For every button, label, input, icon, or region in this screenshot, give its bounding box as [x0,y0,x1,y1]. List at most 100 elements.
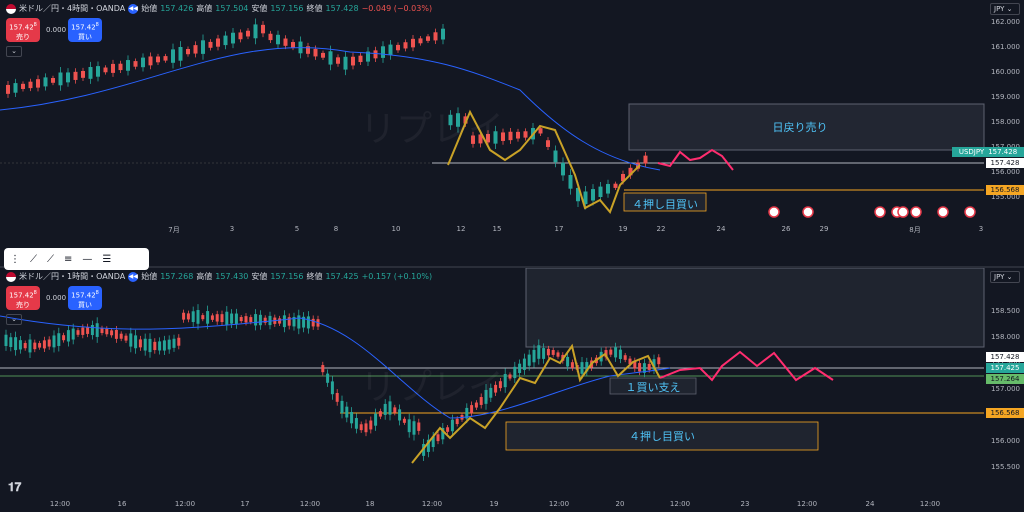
y-tick-label: 158.500 [991,307,1020,315]
candle-body [553,150,558,163]
candle-body [369,420,373,430]
chart-pane-4h[interactable]: リプレイ 米ドル／円・4時間・OANDA ◀◀ 始値 157.426 高値 157.… [0,0,1024,247]
price-tag-current-2: 157.428 [986,352,1024,362]
tradingview-logo: 𝟏𝟕 [8,480,22,494]
trend-line-icon[interactable]: ⟋ [30,253,37,265]
replay-icon[interactable]: ◀◀ [128,271,139,282]
high-label: 高値 [196,4,213,13]
candle-body [66,330,70,342]
candle-body [606,184,610,194]
candle-body [532,349,536,363]
candle-body [412,421,416,435]
x-tick-label: 12 [456,225,466,233]
candle-body [433,32,438,41]
horizontal-line-icon[interactable]: — [82,253,93,265]
candle-body [398,409,402,421]
chart-canvas-4h[interactable] [0,0,1024,247]
candle-body [508,374,512,379]
buy-button[interactable]: 157.428 買い [68,18,102,42]
candle-body [326,373,330,383]
candle-body [450,419,454,432]
candle-body [568,175,573,189]
candle-body [73,71,78,80]
sell-button-2[interactable]: 157.428 売り [6,286,40,310]
candle-body [538,128,543,134]
x-tick-label: 3 [229,225,235,233]
candle-body [527,354,531,366]
candle-body [441,427,445,440]
x-tick-label: 12:00 [299,500,321,508]
candle-body [551,350,555,355]
candle-body [129,333,133,347]
menu-icon[interactable]: ☰ [102,253,112,265]
price-axis-4h[interactable]: 162.000161.000160.000159.000158.000157.0… [984,0,1024,247]
sell-button[interactable]: 157.428 売り [6,18,40,42]
symbol-price-tag: USDJPY 157.428 [952,147,1024,157]
candle-body [388,44,393,56]
candle-body [474,402,478,408]
candle-body [566,356,570,367]
collapse-legend-button[interactable]: ⌄ [6,46,22,57]
candle-body [28,339,32,353]
x-tick-label: 12:00 [919,500,941,508]
buy-button-2[interactable]: 157.428 買い [68,286,102,310]
candle-body [201,40,205,54]
price-tag-close-2: 157.425 [986,363,1024,373]
y-tick-label: 155.500 [991,463,1020,471]
chart-pane-1h[interactable]: リプレイ 米ドル／円・1時間・OANDA ◀◀ 始値 157.268 高値 157.… [0,268,1024,498]
symbol-title[interactable]: 米ドル／円・4時間・OANDA [19,4,126,13]
candle-body [426,36,430,41]
candle-body [141,57,145,68]
candle-body [621,173,625,182]
price-tag-level-2: 156.568 [986,408,1024,418]
x-tick-label: 7月 [168,226,180,234]
candle-body [402,418,406,423]
candle-body [618,349,622,359]
candle-body [111,63,115,73]
fib-icon[interactable]: ≡ [64,253,73,265]
drag-handle-icon[interactable]: ⋮ [10,253,20,265]
candle-body [47,339,51,347]
candle-body [628,167,633,176]
candle-body [456,113,460,127]
candle-body [244,316,248,323]
candle-body [58,72,63,86]
candle-body [283,38,288,46]
change-value: −0.049 (−0.03%) [361,4,433,13]
moving-average-line [0,47,661,171]
candle-body [171,49,175,63]
close-value-2: 157.425 [325,272,359,281]
x-tick-label: 12:00 [548,500,570,508]
candle-body [609,349,613,355]
symbol-title-2[interactable]: 米ドル／円・1時間・OANDA [19,272,126,281]
currency-selector-2[interactable]: JPY ⌄ [990,271,1020,283]
candle-body [614,347,618,358]
x-tick-label: 8 [333,225,339,233]
candle-body [57,333,61,346]
candle-body [343,56,348,70]
candle-body [28,81,33,89]
replay-icon[interactable]: ◀◀ [128,3,139,14]
candle-body [306,46,310,54]
x-tick-label: 24 [716,225,726,233]
pane-divider[interactable] [0,266,1024,268]
collapse-legend-button-2[interactable]: ⌄ [6,314,22,325]
currency-selector[interactable]: JPY ⌄ [990,3,1020,15]
candle-body [518,363,522,373]
chart-canvas-1h[interactable] [0,268,1024,498]
ray-icon[interactable]: ⟋ [47,253,54,265]
candle-body [196,310,200,324]
candle-body [486,134,490,143]
candle-body [523,131,528,138]
moving-average-line-2 [0,315,671,419]
x-tick-label: 10 [391,225,401,233]
buy-zone-box [623,192,707,212]
candle-body [18,340,22,350]
candle-body [340,400,344,414]
candle-body [448,114,453,126]
candle-body [537,345,541,359]
candle-body [13,83,18,93]
x-tick-label: 12:00 [669,500,691,508]
candle-body [613,183,618,188]
y-tick-label: 159.000 [991,93,1020,101]
